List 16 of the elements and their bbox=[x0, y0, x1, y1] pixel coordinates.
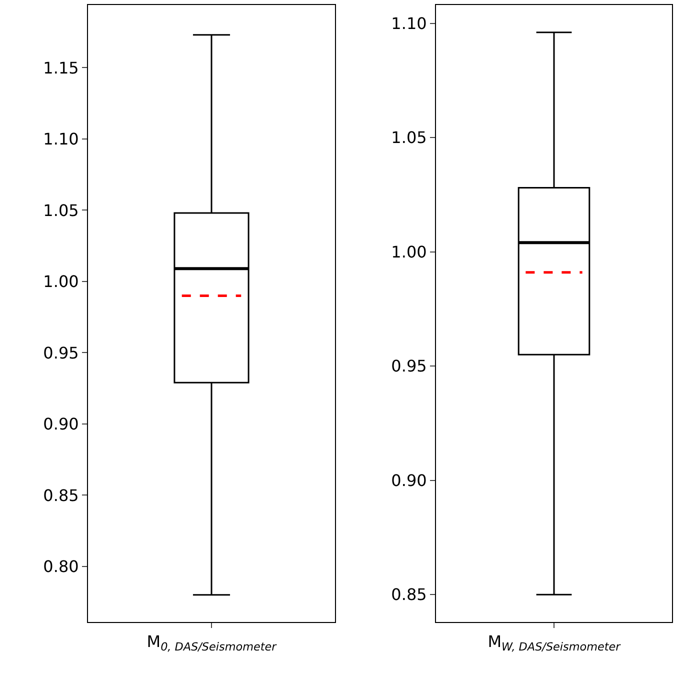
x-tick-label: M$_{0, DAS/Seismometer}$ bbox=[146, 632, 278, 654]
y-tick-label: 0.90 bbox=[391, 470, 427, 490]
x-tick-label: M$_{W, DAS/Seismometer}$ bbox=[488, 632, 622, 654]
y-tick-label: 1.00 bbox=[43, 272, 79, 292]
y-tick-label: 1.10 bbox=[43, 130, 79, 149]
y-tick-label: 0.95 bbox=[43, 343, 79, 362]
y-tick-label: 1.00 bbox=[391, 242, 427, 262]
y-tick-label: 0.80 bbox=[43, 557, 79, 576]
y-tick-label: 0.90 bbox=[43, 414, 79, 434]
y-tick-label: 1.10 bbox=[391, 14, 427, 33]
y-tick-label: 1.05 bbox=[43, 200, 79, 220]
y-tick-label: 1.05 bbox=[391, 128, 427, 148]
y-tick-label: 0.85 bbox=[43, 486, 79, 505]
y-tick-label: 1.15 bbox=[43, 58, 79, 78]
y-tick-label: 0.95 bbox=[391, 356, 427, 376]
y-tick-label: 0.85 bbox=[391, 585, 427, 604]
